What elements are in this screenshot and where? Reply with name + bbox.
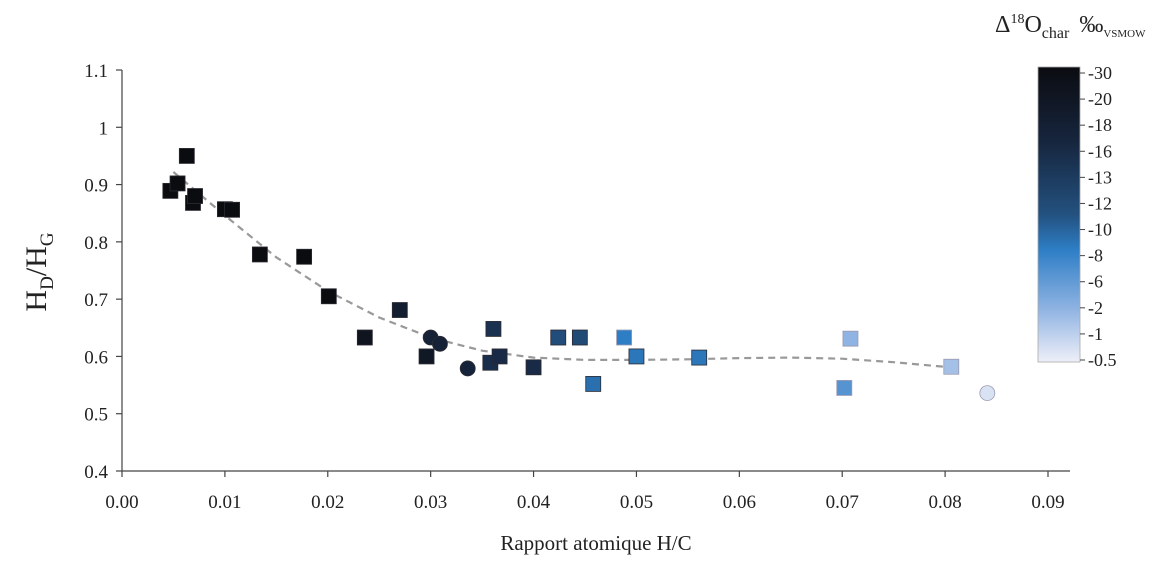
data-point-square [251,246,268,263]
data-point-square [691,349,708,366]
x-tick-label: 0.04 [517,492,551,513]
x-tick-label: 0.08 [928,492,961,513]
colorbar-tick-label: -1 [1088,324,1103,344]
colorbar-tick-label: -30 [1088,63,1112,83]
data-point-circle [459,360,476,377]
x-axis-label: Rapport atomique H/C [500,531,691,555]
data-point-square [187,188,203,204]
data-point-square [585,376,602,392]
data-point-square [418,348,435,365]
colorbar-tick-label: -8 [1088,246,1103,266]
colorbar-tick-label: -12 [1088,193,1112,213]
data-point-square [836,380,853,396]
y-axis-label: HD/HG [20,232,58,311]
data-point-square [943,358,960,375]
y-tick-label: 0.8 [84,233,108,254]
x-tick-label: 0.05 [620,492,653,513]
x-tick-label: 0.03 [414,492,447,513]
data-point-square [391,302,408,318]
colorbar: -30 -20 -18 -16 -13 -12 -10 -8 -6 -2 -1 -0.5 Δ18Och… [995,12,1146,370]
data-point-square [224,201,240,218]
colorbar-tick-label: -0.5 [1088,350,1117,370]
colorbar-tick-label: -13 [1088,167,1112,187]
y-tick-label: 0.7 [84,290,108,311]
y-tick-label: 0.5 [84,405,108,426]
colorbar-tick-label: -2 [1088,298,1103,318]
points [162,148,996,401]
x-tick-label: 0.09 [1031,492,1064,513]
data-point-circle [979,385,996,401]
x-tick-label: 0.07 [826,492,859,513]
y-tick-label: 0.9 [84,176,108,197]
colorbar-tick-label: -10 [1088,220,1112,240]
data-point-circle [432,335,448,352]
colorbar-tick-label: -16 [1088,141,1112,161]
colorbar-tick-label: -20 [1088,89,1112,109]
trendline [172,171,951,369]
data-point-square [525,359,542,376]
y-tick-label: 0.6 [84,347,108,368]
data-point-square [485,321,502,337]
data-point-square [491,348,508,365]
data-point-square [616,329,632,346]
data-point-square [296,248,313,265]
colorbar-title: Δ18Ochar ‰VSMOW [995,12,1146,42]
data-point-square [356,329,373,346]
y-tick-label: 0.4 [84,462,108,483]
colorbar-tick-label: -18 [1088,115,1112,135]
data-point-square [628,348,645,365]
y-tick-label: 1.1 [84,61,108,82]
x-tick-label: 0.02 [311,492,344,513]
data-point-square [842,330,859,347]
data-point-square [320,288,337,305]
data-point-square [169,175,186,192]
y-tick-label: 1 [99,118,109,139]
data-point-square [571,329,588,346]
x-tick-label: 0.01 [208,492,241,513]
data-point-square [178,148,195,164]
data-point-square [550,329,567,346]
axes: 0.00 0.01 0.02 0.03 0.04 0.05 0.06 0.07 0.08 0.09… [84,61,1070,513]
colorbar-gradient [1037,66,1081,363]
x-tick-label: 0.06 [723,492,756,513]
colorbar-tick-label: -6 [1088,272,1103,292]
x-tick-label: 0.00 [105,492,138,513]
